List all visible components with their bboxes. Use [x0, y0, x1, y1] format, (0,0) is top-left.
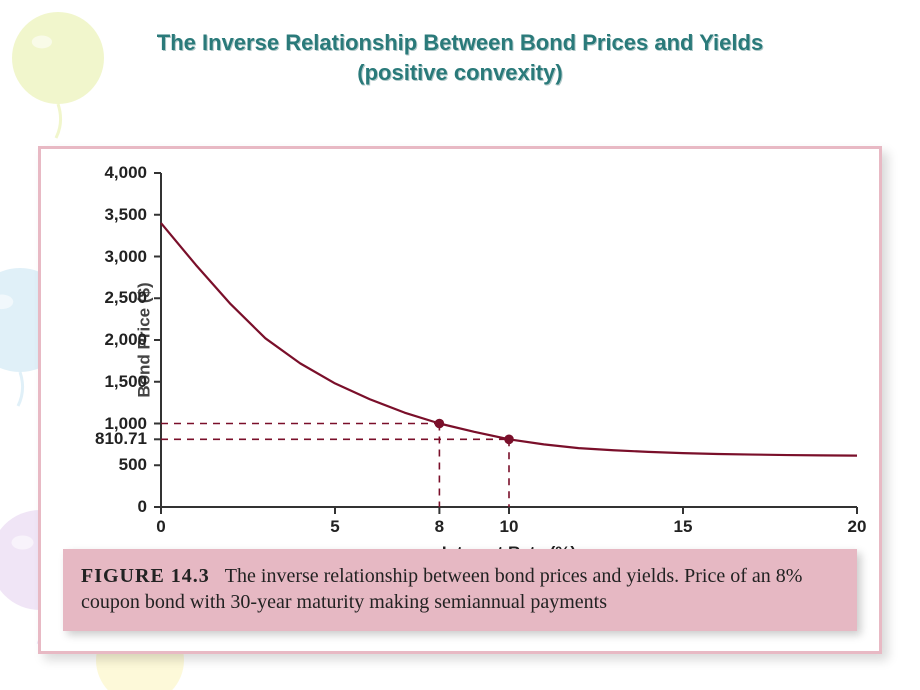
y-tick-label: 4,000	[77, 163, 147, 183]
chart-plot-area: Bond Price ($) Interest Rate (%) 0500810…	[161, 173, 857, 507]
figure-number: FIGURE 14.3	[81, 565, 210, 587]
x-tick-label: 8	[424, 517, 454, 537]
slide-title: The Inverse Relationship Between Bond Pr…	[0, 28, 920, 87]
y-tick-label: 0	[77, 497, 147, 517]
title-line2: (positive convexity)	[357, 60, 562, 85]
figure-frame: Bond Price ($) Interest Rate (%) 0500810…	[38, 146, 882, 654]
x-tick-label: 15	[668, 517, 698, 537]
figure-caption: FIGURE 14.3 The inverse relationship bet…	[81, 563, 839, 615]
bond-price-chart	[161, 173, 857, 507]
y-tick-label: 2,500	[77, 288, 147, 308]
x-tick-label: 0	[146, 517, 176, 537]
x-tick-label: 20	[842, 517, 872, 537]
y-tick-label: 500	[77, 455, 147, 475]
title-line1: The Inverse Relationship Between Bond Pr…	[157, 30, 763, 55]
y-tick-label: 2,000	[77, 330, 147, 350]
y-tick-label: 3,000	[77, 247, 147, 267]
x-tick-label: 10	[494, 517, 524, 537]
y-tick-label: 1,500	[77, 372, 147, 392]
x-tick-label: 5	[320, 517, 350, 537]
y-tick-label: 1,000	[77, 414, 147, 434]
y-tick-label: 3,500	[77, 205, 147, 225]
figure-caption-box: FIGURE 14.3 The inverse relationship bet…	[63, 549, 857, 631]
